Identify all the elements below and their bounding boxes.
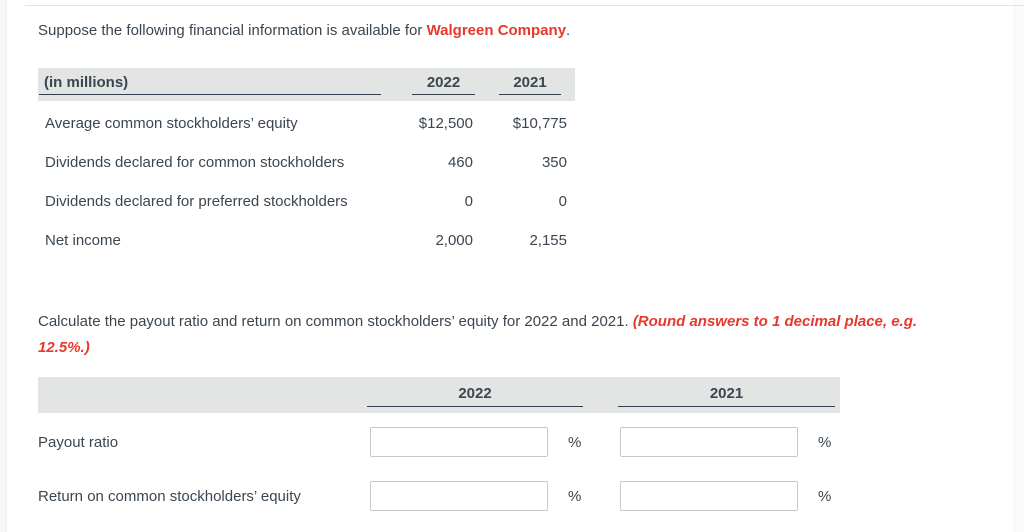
percent-sign: %	[818, 487, 832, 505]
value-2022: 0	[464, 193, 473, 210]
intro-text: Suppose the following financial informat…	[38, 22, 427, 39]
company-name: Walgreen Company	[426, 22, 567, 39]
value-2021: 0	[558, 193, 567, 210]
percent-sign: %	[568, 433, 582, 451]
row-label: Payout ratio	[38, 433, 119, 451]
row-label: Net income	[45, 232, 121, 249]
header-cell-in-millions: (in millions)	[38, 74, 395, 101]
return-on-equity-row: Return on common stockholders’ equity % …	[38, 481, 840, 511]
intro-period: .	[566, 22, 571, 39]
financial-table-header: (in millions) 2022 2021	[38, 68, 575, 101]
row-label: Average common stockholders’ equity	[45, 115, 298, 132]
table-row: Average common stockholders’ equity $12,…	[38, 104, 575, 143]
answer-header-2022: 2022	[367, 385, 583, 407]
value-2022: 2,000	[435, 232, 473, 249]
value-2021: 350	[541, 154, 567, 171]
table-row: Net income 2,000 2,155	[38, 221, 575, 260]
answer-table-header: 2022 2021	[38, 377, 840, 413]
value-2021: 2,155	[529, 232, 567, 249]
table-row: Dividends declared for preferred stockho…	[38, 182, 575, 221]
rounding-note-line1: (Round answers to 1 decimal place, e.g.	[632, 313, 918, 330]
financial-table-body: Average common stockholders’ equity $12,…	[38, 101, 575, 260]
return-on-equity-2022-input[interactable]	[370, 481, 548, 511]
financial-data-table: (in millions) 2022 2021 Average common s…	[38, 68, 575, 260]
payout-ratio-2022-input[interactable]	[370, 427, 548, 457]
return-on-equity-2021-input[interactable]	[620, 481, 798, 511]
payout-ratio-row: Payout ratio % %	[38, 427, 840, 457]
row-label: Return on common stockholders’ equity	[38, 487, 301, 505]
row-label: Dividends declared for common stockholde…	[45, 154, 345, 171]
value-2022: $12,500	[418, 115, 473, 132]
percent-sign: %	[568, 487, 582, 505]
right-margin-strip	[1014, 0, 1024, 532]
answer-header-2021: 2021	[618, 385, 835, 407]
rounding-note-line2: 12.5%.)	[38, 339, 90, 356]
percent-sign: %	[818, 433, 832, 451]
value-2021: $10,775	[512, 115, 567, 132]
row-label: Dividends declared for preferred stockho…	[45, 193, 348, 210]
instruction-text: Calculate the payout ratio and return on…	[38, 313, 633, 330]
intro-sentence: Suppose the following financial informat…	[38, 21, 570, 40]
value-2022: 460	[447, 154, 473, 171]
payout-ratio-2021-input[interactable]	[620, 427, 798, 457]
instruction-paragraph: Calculate the payout ratio and return on…	[38, 309, 1023, 361]
table-row: Dividends declared for common stockholde…	[38, 143, 575, 182]
header-cell-2022: 2022	[395, 74, 475, 101]
top-divider	[25, 5, 1024, 6]
header-cell-2021: 2021	[475, 74, 575, 101]
answer-table: 2022 2021 Payout ratio % % Return on com…	[38, 377, 840, 511]
left-margin-strip	[0, 0, 7, 532]
